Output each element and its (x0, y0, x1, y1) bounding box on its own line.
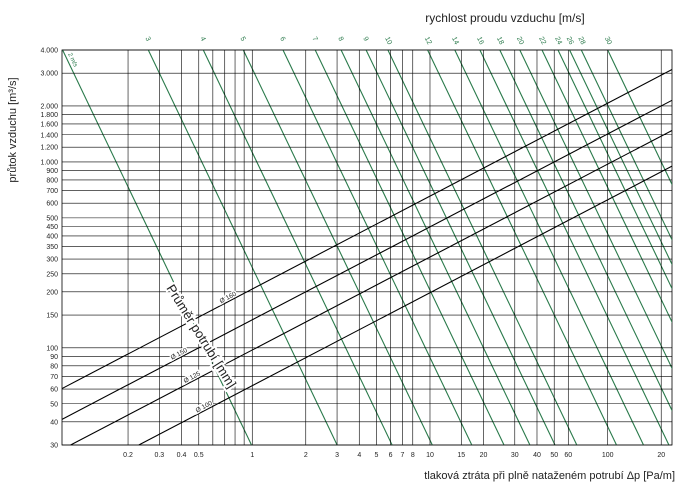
x-tick-label: 5 (375, 452, 379, 459)
velocity-label: 4 (198, 36, 206, 43)
y-tick-label: 80 (50, 363, 58, 370)
plot-frame (61, 49, 673, 446)
velocity-label: 30 (603, 36, 613, 46)
x-tick-label: 0.5 (194, 452, 204, 459)
velocity-label: 9 (361, 36, 369, 43)
y-tick-label: 40 (50, 419, 58, 426)
velocity-label: 6 (278, 36, 286, 43)
diameter-label: Ø 100 (195, 400, 214, 415)
x-tick-label: 7 (401, 452, 405, 459)
velocity-label: 24 (553, 36, 563, 46)
y-tick-label: 4.000 (40, 48, 58, 55)
x-tick-label: 10 (426, 452, 434, 459)
top-axis-title: rychlost proudu vzduchu [m/s] (425, 11, 584, 25)
x-tick-label: 20 (480, 452, 488, 459)
y-tick-label: 500 (46, 215, 58, 222)
x-tick-label: 8 (411, 452, 415, 459)
series-line (242, 50, 433, 445)
y-tick-label: 400 (46, 233, 58, 240)
velocity-label: 7 (310, 36, 318, 43)
velocity-label: 5 (238, 36, 246, 43)
y-tick-label: 800 (46, 177, 58, 184)
series-line (519, 50, 672, 370)
x-tick-label: 1 (250, 452, 254, 459)
series-line (62, 50, 252, 445)
series-line (607, 50, 672, 186)
x-tick-label: 50 (550, 452, 558, 459)
y-tick-label: 350 (46, 244, 58, 251)
series-line (580, 50, 672, 242)
series-line (147, 50, 338, 445)
series-line (138, 165, 672, 445)
plot-area (62, 50, 672, 445)
y-tick-label: 1.200 (40, 145, 58, 152)
series-line (62, 68, 672, 390)
velocity-label: 10 (383, 36, 393, 46)
series-line (557, 50, 672, 290)
velocity-label: 26 (565, 36, 575, 46)
velocity-label: 12 (423, 36, 433, 46)
series-line (541, 50, 672, 324)
series-line (314, 50, 505, 445)
y-tick-label: 900 (46, 168, 58, 175)
velocity-label: 14 (450, 36, 460, 46)
y-axis-title: průtok vzduchu [m³/s] (7, 77, 19, 182)
velocity-label: 16 (475, 36, 485, 46)
series-line (569, 50, 672, 266)
series-line (282, 50, 473, 445)
series-line (387, 50, 578, 445)
series-line (62, 99, 672, 420)
series-line (427, 50, 617, 445)
y-tick-label: 1.800 (40, 112, 58, 119)
series-line (479, 50, 670, 445)
x-tick-label: 0.2 (123, 452, 133, 459)
y-tick-label: 30 (50, 443, 58, 450)
y-tick-label: 1.400 (40, 132, 58, 139)
y-tick-label: 200 (46, 289, 58, 296)
x-tick-label: 3 (335, 452, 339, 459)
y-tick-label: 700 (46, 188, 58, 195)
y-tick-label: 100 (46, 345, 58, 352)
x-tick-label: 20 (657, 452, 665, 459)
series-line (70, 129, 672, 445)
y-tick-label: 1.600 (40, 121, 58, 128)
x-tick-label: 30 (511, 452, 519, 459)
y-tick-label: 50 (50, 401, 58, 408)
y-tick-label: 150 (46, 313, 58, 320)
series-line (340, 50, 531, 445)
x-tick-label: 4 (357, 452, 361, 459)
series-line (365, 50, 556, 445)
y-tick-label: 250 (46, 271, 58, 278)
series-line (499, 50, 672, 412)
x-tick-label: 15 (457, 452, 465, 459)
y-tick-label: 90 (50, 354, 58, 361)
y-tick-label: 60 (50, 387, 58, 394)
y-tick-label: 2.000 (40, 103, 58, 110)
velocity-label: 8 (336, 36, 344, 43)
velocity-label: 2 m/s (66, 52, 78, 68)
x-tick-label: 100 (602, 452, 614, 459)
x-tick-label: 0.3 (154, 452, 164, 459)
y-tick-label: 1.000 (40, 159, 58, 166)
x-tick-label: 0.4 (177, 452, 187, 459)
y-tick-label: 3.000 (40, 71, 58, 78)
velocity-label: 18 (495, 36, 505, 46)
y-tick-label: 600 (46, 201, 58, 208)
y-tick-label: 450 (46, 224, 58, 231)
velocity-label: 22 (537, 36, 547, 46)
x-tick-label: 2 (304, 452, 308, 459)
x-tick-label: 40 (533, 452, 541, 459)
velocity-label: 28 (576, 36, 586, 46)
x-axis-title: tlaková ztráta při plně nataženém potrub… (424, 470, 675, 482)
y-tick-label: 300 (46, 257, 58, 264)
velocity-label: 3 (143, 36, 151, 43)
velocity-label: 20 (515, 36, 525, 46)
x-tick-label: 60 (564, 452, 572, 459)
x-tick-label: 6 (389, 452, 393, 459)
series-line (454, 50, 644, 445)
diameter-label: Ø 150 (170, 347, 189, 362)
y-tick-label: 70 (50, 374, 58, 381)
